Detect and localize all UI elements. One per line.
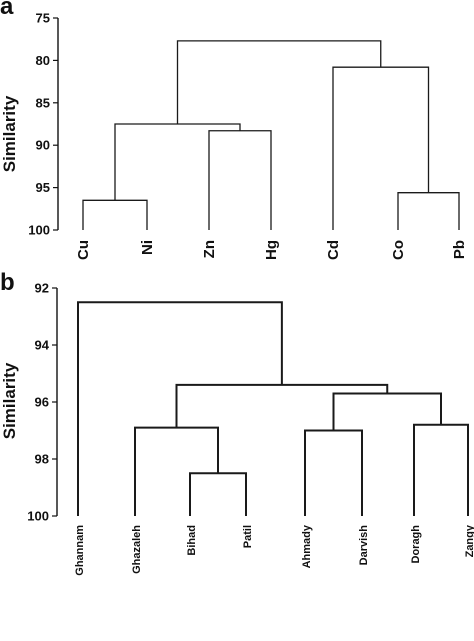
panel-b-leaf-label: Zangy xyxy=(464,524,474,557)
panel-a-leaf-label: Ni xyxy=(139,240,156,255)
panel-b-merge-link xyxy=(304,429,363,516)
panel-a-leaf-label: Cu xyxy=(75,240,92,260)
panel-b-leaf-label: Ghannam xyxy=(74,525,86,576)
panel-b-merge-link xyxy=(175,383,389,428)
panel-a-leaf-label: Hg xyxy=(263,240,280,260)
panel-b-y-ticks: 92 94 96 98 100 xyxy=(27,281,57,524)
panel-b-leaf-label: Doragh xyxy=(410,525,422,564)
panel-a-merge-link xyxy=(82,199,148,230)
panel-b-leaf-label: Darvish xyxy=(358,525,370,566)
panel-b-dendrogram: b Similarity 92 94 96 98 100 Ghannam Ghazaleh… xyxy=(0,269,474,576)
panel-a-tick-label: 80 xyxy=(36,53,50,68)
panel-a-branches xyxy=(82,40,460,230)
panel-a-tick-label: 90 xyxy=(36,138,50,153)
panel-a-leaf-label: Pb xyxy=(451,240,468,259)
panel-b-branches xyxy=(77,301,469,516)
panel-b-tick-label: 94 xyxy=(35,338,50,353)
panel-b-leaf-label: Bihad xyxy=(186,525,198,556)
panel-a-ylabel: Similarity xyxy=(0,95,19,172)
panel-a-tick-label: 95 xyxy=(36,180,50,195)
panel-a-merge-link xyxy=(397,192,460,230)
panel-a-leaf-labels: Cu Ni Zn Hg Cd Co Pb xyxy=(75,240,468,260)
panel-b-merge-link xyxy=(413,423,469,516)
panel-a-merge-link xyxy=(208,130,272,230)
panel-b-leaf-label: Patil xyxy=(242,525,254,548)
panel-b-tick-label: 98 xyxy=(35,452,49,467)
panel-a-merge-link xyxy=(332,66,430,230)
panel-a-y-ticks: 75 80 85 90 95 100 xyxy=(28,11,58,238)
panel-b-leaf-labels: Ghannam Ghazaleh Bihad Patil Ahmady Darvish Do… xyxy=(74,524,474,576)
panel-a-tick-label: 75 xyxy=(36,11,50,26)
panel-a-leaf-label: Cd xyxy=(325,240,342,260)
panel-a-merge-link xyxy=(176,40,382,124)
panel-a-leaf-label: Zn xyxy=(201,240,218,258)
panel-a-dendrogram: a Similarity 75 80 85 90 95 100 Cu Ni Zn Hg Cd Co P… xyxy=(0,0,468,260)
panel-b-merge-link xyxy=(77,301,283,516)
panel-a-letter: a xyxy=(0,0,14,20)
panel-b-tick-label: 92 xyxy=(35,281,49,296)
panel-b-merge-link xyxy=(134,426,219,516)
panel-a-leaf-label: Co xyxy=(390,240,407,260)
panel-b-letter: b xyxy=(0,269,15,296)
panel-a-tick-label: 100 xyxy=(28,223,50,238)
panel-b-ylabel: Similarity xyxy=(0,362,19,439)
panel-b-tick-label: 100 xyxy=(27,509,49,524)
panel-b-leaf-label: Ghazaleh xyxy=(131,525,143,574)
panel-b-leaf-label: Ahmady xyxy=(301,524,313,568)
panel-b-tick-label: 96 xyxy=(35,395,49,410)
panel-a-merge-link xyxy=(114,123,241,201)
panel-b-merge-link xyxy=(189,472,247,516)
panel-a-tick-label: 85 xyxy=(36,95,50,110)
